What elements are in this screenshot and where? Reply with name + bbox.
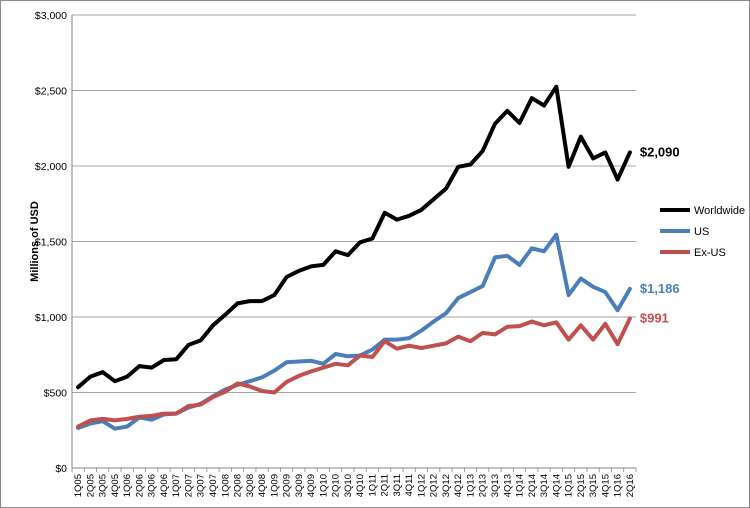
y-tick-label: $2,000 — [35, 161, 67, 173]
x-tick-label: 4Q10 — [355, 474, 366, 497]
end-value-label: $2,090 — [640, 144, 680, 159]
x-tick-label: 2Q16 — [625, 474, 636, 497]
x-tick-label: 3Q05 — [98, 474, 109, 497]
x-tick-label: 1Q08 — [220, 474, 231, 497]
x-tick-label: 4Q15 — [600, 474, 611, 497]
y-tick-label: $1,000 — [35, 312, 67, 324]
y-tick-label: $0 — [55, 463, 67, 475]
end-value-label: $1,186 — [640, 281, 680, 296]
x-tick-label: 1Q05 — [73, 474, 84, 497]
x-tick-label: 3Q09 — [294, 474, 305, 497]
x-tick-label: 3Q15 — [588, 474, 599, 497]
end-value-label: $991 — [640, 310, 669, 325]
x-tick-label: 3Q14 — [539, 474, 550, 497]
series-line-us — [76, 232, 632, 431]
x-tick-label: 2Q13 — [478, 474, 489, 497]
x-tick-label: 2Q15 — [576, 474, 587, 497]
x-tick-label: 1Q16 — [613, 474, 624, 497]
x-tick-label: 2Q14 — [527, 474, 538, 497]
legend-label: US — [694, 226, 709, 238]
x-tick-label: 2Q09 — [282, 474, 293, 497]
x-tick-label: 4Q13 — [502, 474, 513, 497]
series-line-worldwide — [76, 84, 632, 390]
x-tick-label: 3Q13 — [490, 474, 501, 497]
x-tick-label: 2Q11 — [380, 474, 391, 497]
x-tick-label: 4Q09 — [306, 474, 317, 497]
x-tick-label: 3Q10 — [343, 474, 354, 497]
x-tick-label: 1Q12 — [416, 474, 427, 497]
x-tick-label: 4Q07 — [208, 474, 219, 497]
x-tick-label: 1Q07 — [171, 474, 182, 497]
x-tick-label: 1Q10 — [318, 474, 329, 497]
x-tick-label: 2Q10 — [331, 474, 342, 497]
x-tick-label: 4Q08 — [257, 474, 268, 497]
x-tick-label: 2Q06 — [134, 474, 145, 497]
x-tick-label: 2Q08 — [233, 474, 244, 497]
x-tick-label: 3Q12 — [441, 474, 452, 497]
y-axis-title: Millions of USD — [29, 201, 41, 282]
x-tick-label: 1Q13 — [465, 474, 476, 497]
x-tick-label: 4Q11 — [404, 474, 415, 497]
x-tick-label: 2Q12 — [429, 474, 440, 497]
x-tick-label: 4Q05 — [110, 474, 121, 497]
x-tick-label: 1Q06 — [122, 474, 133, 497]
x-tick-label: 1Q14 — [515, 474, 526, 497]
x-tick-label: 1Q15 — [564, 474, 575, 497]
x-tick-label: 4Q14 — [551, 474, 562, 497]
series-line-ex-us — [76, 316, 632, 429]
x-tick-label: 3Q11 — [392, 474, 403, 497]
x-tick-label: 3Q08 — [245, 474, 256, 497]
x-tick-label: 1Q11 — [367, 474, 378, 497]
y-tick-label: $3,000 — [35, 10, 67, 22]
legend-label: Worldwide — [694, 205, 745, 217]
x-tick-label: 4Q12 — [453, 474, 464, 497]
y-tick-label: $500 — [44, 388, 68, 400]
x-tick-label: 2Q07 — [183, 474, 194, 497]
x-tick-label: 3Q07 — [196, 474, 207, 497]
y-tick-label: $1,500 — [35, 237, 67, 249]
y-tick-label: $2,500 — [35, 86, 67, 98]
legend-label: Ex-US — [694, 247, 726, 259]
x-tick-label: 1Q09 — [269, 474, 280, 497]
x-tick-label: 4Q06 — [159, 474, 170, 497]
x-tick-label: 3Q06 — [147, 474, 158, 497]
x-tick-label: 2Q05 — [85, 474, 96, 497]
